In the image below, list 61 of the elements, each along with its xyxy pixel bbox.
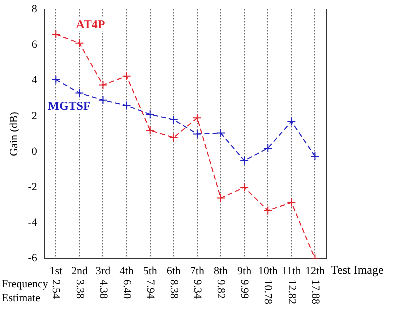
point <box>264 206 273 216</box>
text: Frequency <box>2 278 49 291</box>
series-label: MGTSF <box>48 98 91 113</box>
point <box>169 133 178 142</box>
text: 7.94 <box>144 280 156 300</box>
text: 4.38 <box>97 280 110 300</box>
point <box>192 130 202 139</box>
y-tick-label: -4 <box>28 217 38 230</box>
point <box>216 128 226 138</box>
y-axis-title: Gain (dB) <box>8 112 20 156</box>
x-tick-label: 5th <box>143 265 158 278</box>
point <box>122 72 132 81</box>
text: 2.54 <box>50 280 62 300</box>
x-tick-label: 2nd <box>71 265 88 278</box>
x-tick-label: 8th <box>214 265 229 278</box>
point <box>192 114 202 123</box>
text: 9.34 <box>192 280 204 300</box>
x-tick-label: 10th <box>258 265 278 278</box>
x-tick-label: 11th <box>282 265 302 278</box>
point <box>98 80 108 90</box>
text: 6.40 <box>120 280 133 300</box>
point <box>75 38 84 48</box>
x-tick-label: 9th <box>238 265 252 278</box>
point <box>169 115 178 124</box>
x-axis-title: Test Image <box>331 262 384 277</box>
point <box>264 144 273 153</box>
y-tick-label: -6 <box>28 252 38 265</box>
point <box>240 183 250 192</box>
text: 17.88 <box>309 280 322 306</box>
x-tick-label: 4th <box>120 265 134 278</box>
point <box>122 101 132 110</box>
x-tick-label: 3rd <box>96 265 112 278</box>
text: 9.82 <box>215 280 228 300</box>
x-tick-label: 7th <box>190 265 205 278</box>
y-tick-label: 8 <box>32 3 38 16</box>
text: 9.99 <box>238 280 251 300</box>
point <box>146 110 155 120</box>
y-tick-label: 6 <box>32 39 38 52</box>
point <box>98 96 108 105</box>
y-tick-label: -2 <box>28 181 38 194</box>
point <box>52 75 61 84</box>
point <box>287 117 296 126</box>
text: 10.78 <box>262 280 274 306</box>
point <box>310 152 320 161</box>
point <box>146 126 155 136</box>
point <box>216 194 226 203</box>
x-tick-label: 1st <box>50 265 63 278</box>
point <box>240 156 250 166</box>
y-tick-label: 2 <box>32 110 38 122</box>
text: 12.82 <box>286 280 298 305</box>
point <box>75 88 84 98</box>
series-label: AT4P <box>76 18 106 32</box>
y-tick-label: 4 <box>32 74 38 87</box>
text: 8.38 <box>168 280 180 300</box>
point <box>52 30 61 40</box>
point <box>287 198 296 208</box>
x-tick-label: 12th <box>305 265 326 278</box>
text: 3.38 <box>74 280 86 300</box>
x-tick-label: 6th <box>166 265 182 278</box>
y-tick-label: 0 <box>32 146 38 158</box>
text: Estimate <box>2 292 41 305</box>
